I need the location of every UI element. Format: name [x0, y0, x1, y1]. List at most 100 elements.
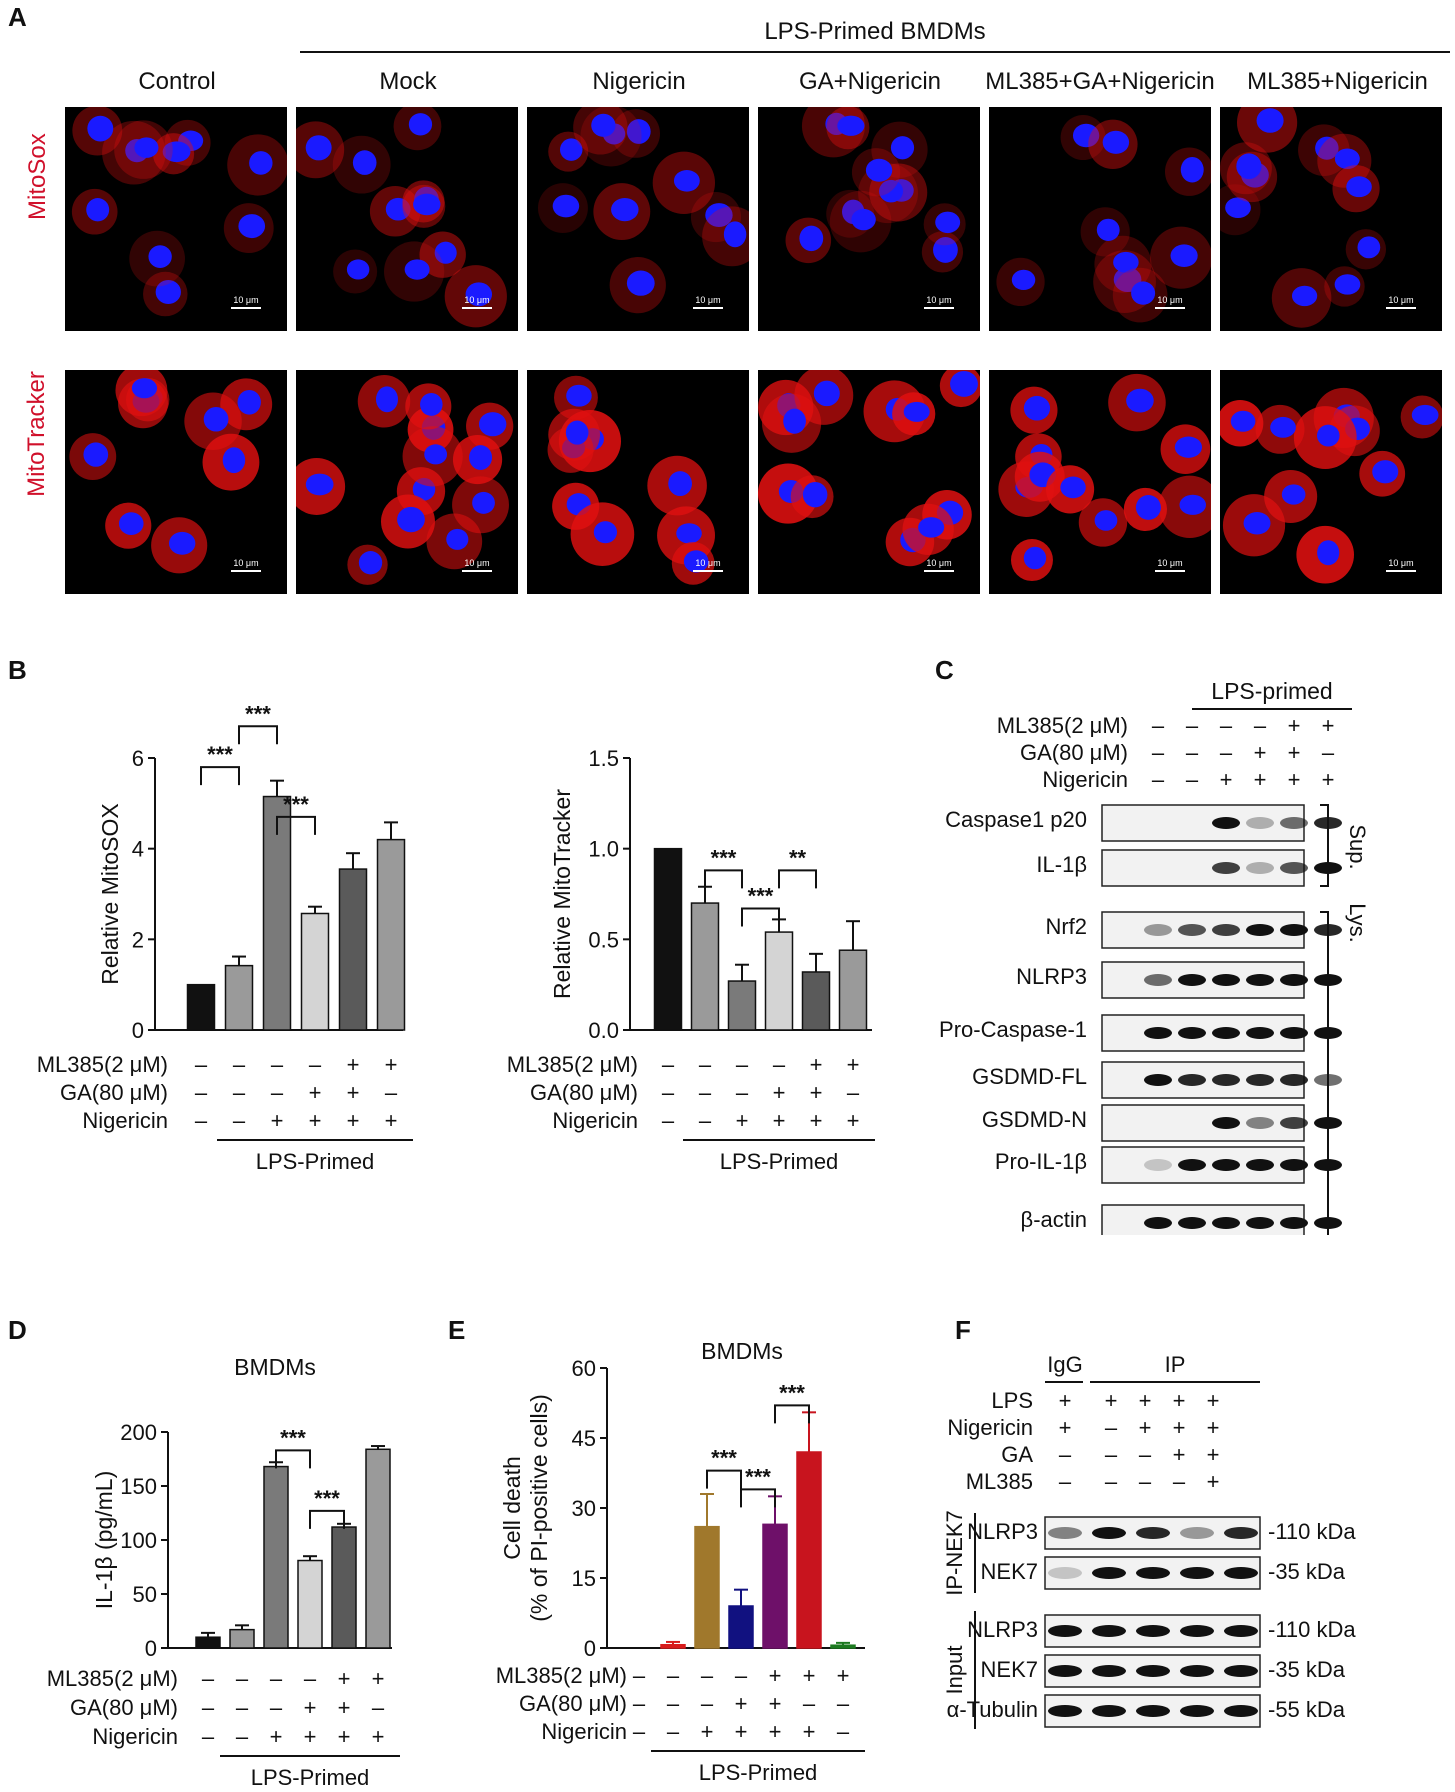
cell-nucleus: [1023, 395, 1051, 421]
treatment-mark: –: [270, 1695, 283, 1720]
lys-label: Lys.: [1345, 903, 1370, 943]
treatment-label-1: ML385(2 μM): [47, 1666, 178, 1691]
y-tick-label: 45: [572, 1426, 596, 1451]
cell-nucleus: [1135, 495, 1161, 520]
treatment-mark: –: [372, 1695, 385, 1720]
cell-nucleus: [668, 471, 693, 497]
cell-nucleus: [305, 473, 334, 496]
scale-bar: [1386, 307, 1416, 309]
blot-f-band: [1136, 1527, 1170, 1539]
sig-bracket-1: [704, 869, 743, 889]
blot-c-strip: [1101, 849, 1305, 887]
cell-nucleus: [890, 136, 915, 160]
treatment-mark: –: [736, 1080, 749, 1105]
bar-5: [338, 868, 368, 1031]
blot-f-band: [1180, 1527, 1214, 1539]
cell-nucleus: [446, 528, 469, 550]
cell-nucleus: [1174, 436, 1203, 458]
treatment-mark: –: [736, 1052, 749, 1077]
cell-nucleus: [86, 198, 110, 222]
chart-cell-death: BMDMs 0 15 30 45 60 Cell death (% of PI-positiv…: [496, 1338, 865, 1785]
blot-f-mark: –: [1139, 1469, 1152, 1494]
chart-relative-mitosox: 0 2 4 6 Relative MitoSOX *** *** *** ML385(2 μM)…: [37, 701, 413, 1174]
sig-bracket-1: [275, 1449, 311, 1469]
treatment-mark: –: [236, 1724, 249, 1749]
blot-f-mark: –: [1059, 1469, 1072, 1494]
scale-bar: [693, 570, 723, 572]
blot-f-label: NLRP3: [967, 1617, 1038, 1642]
blot-c-band: [1246, 1027, 1274, 1039]
blot-f-band: [1048, 1705, 1082, 1717]
sig-bracket-2: [740, 1488, 776, 1508]
bar-3: [263, 1465, 289, 1649]
blot-c-band: [1246, 1074, 1274, 1086]
blot-f-kda: -55 kDa: [1268, 1697, 1346, 1722]
scale-bar-label: 10 μm: [233, 295, 258, 305]
treatment-mark: –: [304, 1666, 317, 1691]
treatment-mark: +: [338, 1695, 351, 1720]
cell-nucleus: [1281, 484, 1306, 505]
bar-4: [300, 912, 330, 1031]
cell-nucleus: [933, 236, 958, 263]
cell-nucleus: [1317, 540, 1340, 566]
treatment-mark: +: [701, 1719, 714, 1744]
treatment-mark: +: [309, 1108, 322, 1133]
panel-letter-f: F: [955, 1315, 971, 1345]
chart-il1b: BMDMs 0 50 100 150 200 IL-1β (pg/mL) *** *** ML38…: [47, 1354, 400, 1790]
treatment-mark: +: [847, 1052, 860, 1077]
treatment-mark: +: [347, 1052, 360, 1077]
y-tick-label: 0.0: [588, 1018, 619, 1043]
blot-c-band: [1280, 924, 1308, 936]
blot-c-mark: –: [1186, 713, 1199, 738]
treatment-mark: +: [338, 1724, 351, 1749]
blot-f-kda: -110 kDa: [1268, 1519, 1356, 1544]
treatment-mark: +: [803, 1663, 816, 1688]
blot-f-mark: +: [1059, 1388, 1072, 1413]
treatment-mark: –: [773, 1052, 786, 1077]
cell-nucleus: [879, 179, 904, 203]
cell-nucleus: [1256, 108, 1284, 133]
panel-letter-e: E: [448, 1315, 466, 1345]
blot-f-mark: +: [1173, 1442, 1186, 1467]
micrograph-mitotracker-5: 10 μm: [989, 370, 1211, 594]
sig-label-1: ***: [207, 742, 233, 767]
sig-label-2: ***: [748, 884, 774, 909]
y-tick-label: 0.5: [588, 927, 619, 952]
cell-nucleus: [783, 408, 806, 434]
blot-f-band: [1136, 1665, 1170, 1677]
blot-c-band: [1144, 1027, 1172, 1039]
blot-f-band: [1092, 1625, 1126, 1637]
blot-f-mark: –: [1139, 1442, 1152, 1467]
sig-bracket-2: [309, 1509, 345, 1529]
treatment-mark: –: [633, 1719, 646, 1744]
lps-primed-label: LPS-Primed: [251, 1765, 370, 1790]
cell-nucleus: [565, 420, 589, 445]
cell-nucleus: [203, 406, 229, 432]
scale-bar-label: 10 μm: [233, 558, 258, 568]
cell-nucleus: [1126, 388, 1154, 413]
cell-nucleus: [148, 245, 172, 268]
cell-nucleus: [358, 551, 383, 575]
bar-6: [376, 838, 406, 1031]
blot-c-band: [1280, 862, 1308, 874]
blot-f-label: NEK7: [981, 1657, 1038, 1682]
blot-f-mark: –: [1059, 1442, 1072, 1467]
scale-bar-label: 10 μm: [1157, 295, 1182, 305]
blot-c-mark: –: [1186, 767, 1199, 792]
blot-c-mark: –: [1220, 713, 1233, 738]
cell-nucleus: [1179, 494, 1206, 515]
scale-bar-label: 10 μm: [926, 558, 951, 568]
treatment-mark: –: [236, 1666, 249, 1691]
treatment-mark: +: [736, 1108, 749, 1133]
blot-f-mark: +: [1207, 1469, 1220, 1494]
blot-c-treatment-label: GA(80 μM): [1020, 740, 1128, 765]
blot-f-band: [1136, 1705, 1170, 1717]
treatment-mark: –: [667, 1719, 680, 1744]
treatment-mark: –: [699, 1052, 712, 1077]
cell-nucleus: [1072, 123, 1100, 148]
blot-f-mark: –: [1105, 1442, 1118, 1467]
treatment-mark: –: [195, 1108, 208, 1133]
cell-nucleus: [375, 386, 399, 413]
treatment-mark: –: [385, 1080, 398, 1105]
y-tick-label: 0: [132, 1018, 144, 1043]
